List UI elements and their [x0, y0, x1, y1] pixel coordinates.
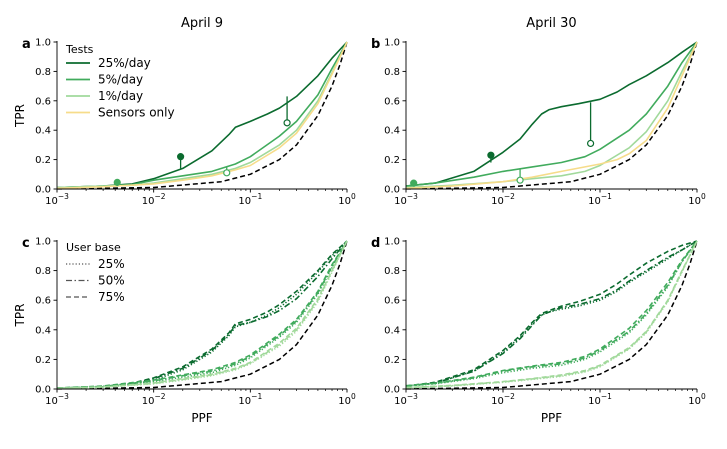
- panel-title: April 30: [526, 16, 576, 31]
- x-tick-label: 100: [338, 192, 356, 207]
- y-tick-label: 0.4: [35, 126, 51, 137]
- x-tick-label: 10−2: [142, 192, 166, 207]
- panel-label: a: [22, 37, 31, 52]
- x-tick-label: 10−3: [394, 192, 418, 207]
- panel-c: 0.0 0.2 0.4 0.6 0.8 1.0 10−3 10−2 10−1 100 c TPR PPF: [13, 236, 356, 425]
- y-tick-label: 1.0: [35, 38, 51, 49]
- series-line-25-day-50-: [405, 240, 698, 387]
- y-tick-label: 0.0: [35, 185, 51, 196]
- series-line-random: [56, 240, 348, 390]
- data-point: [223, 169, 231, 177]
- y-tick-label: 0.6: [35, 296, 51, 307]
- data-point: [410, 179, 418, 187]
- series-line-1-day-75-: [405, 240, 698, 389]
- panel-label: d: [371, 236, 380, 251]
- series-line-sensors-only: [56, 41, 348, 190]
- y-tick-label: 0.6: [384, 296, 400, 307]
- x-tick-label: 10−3: [394, 392, 418, 407]
- x-axis-label: PPF: [191, 411, 212, 425]
- legend-label: 1%/day: [98, 89, 143, 103]
- series-line-1-day-50-: [405, 240, 698, 389]
- panel-label: b: [371, 37, 380, 52]
- y-tick-label: 0.4: [384, 126, 400, 137]
- legend-label: 50%: [98, 274, 125, 288]
- y-tick-label: 0.6: [384, 96, 400, 107]
- series-line-sensors-only: [405, 41, 698, 190]
- series-line-random: [405, 240, 698, 390]
- x-tick-label: 10−2: [491, 392, 515, 407]
- legend-title: Tests: [65, 43, 94, 56]
- legend-title: User base: [66, 241, 121, 254]
- data-point: [586, 139, 595, 148]
- panel-b: 0.0 0.2 0.4 0.6 0.8 1.0 10−3 10−2 10−1 100 b April …: [371, 16, 706, 207]
- y-tick-label: 1.0: [384, 38, 400, 49]
- y-tick-label: 0.2: [384, 155, 400, 166]
- panel-title: April 9: [181, 16, 223, 31]
- y-axis-label: TPR: [13, 104, 27, 128]
- y-tick-label: 1.0: [384, 237, 400, 248]
- series-line-25-day: [56, 41, 348, 189]
- panel-label: c: [22, 236, 30, 251]
- x-tick-label: 10−1: [588, 392, 612, 407]
- series-line-1-day: [405, 41, 698, 189]
- y-tick-label: 0.8: [384, 67, 400, 78]
- panel-d: 0.0 0.2 0.4 0.6 0.8 1.0 10−3 10−2 10−1 100 d PPF: [371, 236, 706, 425]
- y-tick-label: 0.4: [384, 325, 400, 336]
- x-tick-label: 10−2: [491, 192, 515, 207]
- data-point: [516, 176, 524, 184]
- series-line-random: [56, 41, 348, 190]
- series-line-random: [405, 41, 698, 190]
- x-tick-label: 10−2: [142, 392, 166, 407]
- series-line-1-day-75-: [56, 240, 348, 390]
- series-line-25-day: [405, 41, 698, 187]
- legend-label: 25%/day: [98, 56, 151, 70]
- y-axis-label: TPR: [13, 304, 27, 328]
- series-line-5-day: [405, 41, 698, 187]
- y-tick-label: 0.8: [35, 266, 51, 277]
- data-point: [113, 178, 121, 186]
- y-tick-label: 0.2: [35, 155, 51, 166]
- series-line-1-day-25-: [405, 240, 698, 389]
- y-tick-label: 0.4: [35, 325, 51, 336]
- panel-a: 0.0 0.2 0.4 0.6 0.8 1.0 10−3 10−2 10−1 100 a April …: [13, 16, 356, 207]
- legend-userbase: User base 25% 50% 75%: [66, 241, 125, 304]
- series-line-1-day-25-: [56, 240, 348, 390]
- legend-label: 5%/day: [98, 73, 143, 87]
- series-line-5-day-75-: [56, 240, 348, 389]
- legend-tests: Tests 25%/day 5%/day 1%/day Sensors only: [65, 43, 175, 120]
- series-line-25-day-25-: [405, 240, 698, 387]
- y-tick-label: 0.0: [384, 385, 400, 396]
- series-line-25-day-50-: [56, 240, 348, 390]
- data-point: [283, 119, 291, 127]
- x-tick-label: 100: [338, 392, 356, 407]
- series-line-5-day-75-: [405, 240, 698, 387]
- series-line-25-day-75-: [405, 240, 698, 387]
- x-tick-label: 10−1: [238, 392, 262, 407]
- y-tick-label: 0.8: [384, 266, 400, 277]
- y-tick-label: 0.2: [384, 355, 400, 366]
- y-tick-label: 1.0: [35, 237, 51, 248]
- y-tick-label: 0.8: [35, 67, 51, 78]
- y-tick-label: 0.0: [384, 185, 400, 196]
- x-tick-label: 10−3: [45, 392, 69, 407]
- x-tick-label: 100: [688, 192, 706, 207]
- series-line-5-day-25-: [56, 240, 348, 390]
- data-point: [487, 151, 495, 159]
- legend-label: Sensors only: [98, 106, 175, 120]
- x-tick-label: 10−1: [238, 192, 262, 207]
- y-tick-label: 0.2: [35, 355, 51, 366]
- legend-label: 75%: [98, 290, 125, 304]
- x-tick-label: 10−1: [588, 192, 612, 207]
- data-point: [177, 153, 185, 161]
- y-tick-label: 0.0: [35, 385, 51, 396]
- legend-label: 25%: [98, 257, 125, 271]
- x-axis-label: PPF: [541, 411, 562, 425]
- y-tick-label: 0.6: [35, 96, 51, 107]
- x-tick-label: 100: [688, 392, 706, 407]
- x-tick-label: 10−3: [45, 192, 69, 207]
